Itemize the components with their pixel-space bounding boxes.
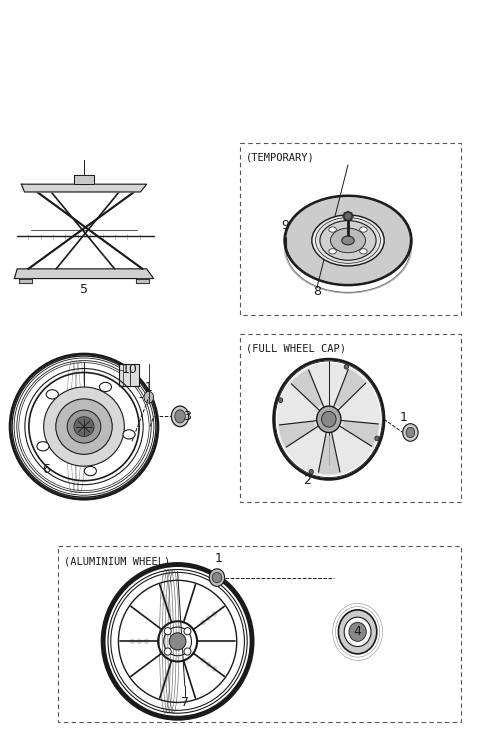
Ellipse shape xyxy=(322,411,336,427)
Text: 1: 1 xyxy=(399,411,407,424)
Ellipse shape xyxy=(211,666,217,671)
Text: 1: 1 xyxy=(215,552,222,565)
Ellipse shape xyxy=(350,218,352,220)
Ellipse shape xyxy=(206,615,211,621)
Ellipse shape xyxy=(344,218,346,220)
Bar xyxy=(240,143,461,315)
Ellipse shape xyxy=(209,569,225,586)
Polygon shape xyxy=(22,184,147,192)
Polygon shape xyxy=(14,269,154,279)
Ellipse shape xyxy=(342,236,354,245)
Ellipse shape xyxy=(164,627,171,635)
Text: 8: 8 xyxy=(313,285,321,298)
Ellipse shape xyxy=(329,227,336,232)
Text: 2: 2 xyxy=(303,474,311,487)
Ellipse shape xyxy=(309,469,313,474)
Ellipse shape xyxy=(165,608,171,614)
Polygon shape xyxy=(335,369,366,408)
Ellipse shape xyxy=(171,406,189,427)
Ellipse shape xyxy=(331,228,365,253)
Ellipse shape xyxy=(184,648,191,655)
Text: 4: 4 xyxy=(354,625,361,638)
Ellipse shape xyxy=(184,627,191,635)
Text: 5: 5 xyxy=(80,283,88,296)
Polygon shape xyxy=(74,174,94,184)
Bar xyxy=(119,364,139,386)
Text: 3: 3 xyxy=(183,410,191,423)
Ellipse shape xyxy=(37,442,49,451)
Ellipse shape xyxy=(212,572,222,583)
Ellipse shape xyxy=(200,658,206,663)
Text: 10: 10 xyxy=(121,363,138,376)
Ellipse shape xyxy=(164,648,171,655)
Ellipse shape xyxy=(169,633,186,650)
Polygon shape xyxy=(291,370,323,408)
Ellipse shape xyxy=(144,638,149,644)
Ellipse shape xyxy=(84,466,96,476)
Ellipse shape xyxy=(312,215,384,266)
Ellipse shape xyxy=(136,638,142,644)
Ellipse shape xyxy=(406,427,415,438)
Text: (TEMPORARY): (TEMPORARY) xyxy=(246,153,315,163)
Ellipse shape xyxy=(320,221,376,260)
Polygon shape xyxy=(135,279,149,284)
Text: 7: 7 xyxy=(181,696,189,709)
Ellipse shape xyxy=(344,213,346,214)
Ellipse shape xyxy=(206,662,211,668)
Ellipse shape xyxy=(344,617,371,647)
Ellipse shape xyxy=(278,398,283,402)
Ellipse shape xyxy=(350,213,352,214)
Ellipse shape xyxy=(352,216,354,217)
Ellipse shape xyxy=(46,390,58,399)
Ellipse shape xyxy=(175,410,185,423)
Ellipse shape xyxy=(344,212,352,221)
Ellipse shape xyxy=(315,218,381,263)
Text: 9: 9 xyxy=(282,219,289,232)
Bar xyxy=(240,334,461,502)
Ellipse shape xyxy=(317,406,341,432)
Ellipse shape xyxy=(286,196,410,284)
Ellipse shape xyxy=(56,399,112,454)
Ellipse shape xyxy=(161,683,167,689)
Ellipse shape xyxy=(338,610,377,654)
Ellipse shape xyxy=(144,391,154,403)
Ellipse shape xyxy=(347,220,349,221)
Ellipse shape xyxy=(123,430,135,439)
Ellipse shape xyxy=(130,638,135,644)
Polygon shape xyxy=(19,279,33,284)
Ellipse shape xyxy=(342,216,344,217)
Ellipse shape xyxy=(277,363,381,476)
Ellipse shape xyxy=(375,436,379,441)
Text: (ALUMINIUM WHEEL): (ALUMINIUM WHEEL) xyxy=(63,556,170,566)
Ellipse shape xyxy=(74,416,94,437)
Polygon shape xyxy=(279,421,315,447)
Ellipse shape xyxy=(344,364,348,369)
Ellipse shape xyxy=(163,676,168,682)
Ellipse shape xyxy=(200,619,206,625)
Ellipse shape xyxy=(44,387,124,466)
Polygon shape xyxy=(318,436,340,474)
Ellipse shape xyxy=(99,383,111,391)
Bar xyxy=(58,546,461,722)
Ellipse shape xyxy=(211,611,217,616)
Ellipse shape xyxy=(163,601,168,607)
Ellipse shape xyxy=(347,211,349,213)
Text: (FULL WHEEL CAP): (FULL WHEEL CAP) xyxy=(246,344,346,353)
Ellipse shape xyxy=(67,410,101,443)
Ellipse shape xyxy=(360,248,367,254)
Ellipse shape xyxy=(329,248,336,254)
Ellipse shape xyxy=(161,594,167,600)
Text: 6: 6 xyxy=(42,463,49,476)
Text: 1: 1 xyxy=(145,380,153,394)
Ellipse shape xyxy=(165,669,171,675)
Ellipse shape xyxy=(360,227,367,232)
Polygon shape xyxy=(342,421,378,446)
Ellipse shape xyxy=(403,424,418,441)
Ellipse shape xyxy=(349,622,366,641)
